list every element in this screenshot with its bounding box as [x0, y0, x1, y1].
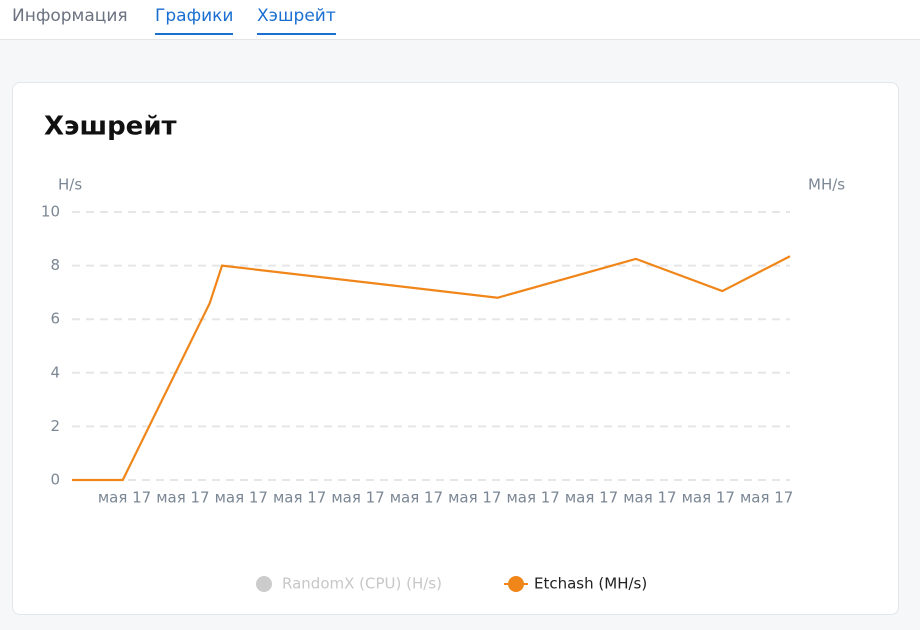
y-tick-label: 6	[50, 310, 60, 328]
x-tick-label: мая 17	[215, 489, 268, 507]
legend-label[interactable]: RandomX (CPU) (H/s)	[282, 575, 442, 593]
y-tick-label: 2	[50, 417, 60, 435]
x-tick-label: мая 17	[506, 489, 559, 507]
chart-card	[12, 82, 899, 615]
y2-axis-title: MH/s	[808, 176, 845, 194]
x-tick-label: мая 17	[331, 489, 384, 507]
x-tick-label: мая 17	[390, 489, 443, 507]
chart-title: Хэшрейт	[44, 112, 177, 142]
y-axis-title: H/s	[58, 176, 82, 194]
x-tick-label: мая 17	[448, 489, 501, 507]
x-tick-label: мая 17	[682, 489, 735, 507]
y-tick-label: 4	[50, 363, 60, 381]
x-tick-label: мая 17	[273, 489, 326, 507]
tab[interactable]: Информация	[12, 6, 128, 26]
x-tick-label: мая 17	[565, 489, 618, 507]
legend-label[interactable]: Etchash (MH/s)	[534, 575, 647, 593]
y-tick-label: 8	[50, 256, 60, 274]
tab[interactable]: Хэшрейт	[257, 6, 336, 35]
tab[interactable]: Графики	[155, 6, 234, 35]
y-tick-label: 10	[41, 203, 60, 221]
tab-bar: Информация Графики Хэшрейт	[0, 0, 920, 40]
x-tick-label: мая 17	[156, 489, 209, 507]
x-tick-label: мая 17	[740, 489, 793, 507]
legend-marker[interactable]	[508, 576, 524, 592]
y-tick-label: 0	[50, 471, 60, 489]
x-tick-label: мая 17	[98, 489, 151, 507]
legend-marker[interactable]	[256, 576, 272, 592]
x-tick-label: мая 17	[623, 489, 676, 507]
series-line	[72, 255, 791, 482]
